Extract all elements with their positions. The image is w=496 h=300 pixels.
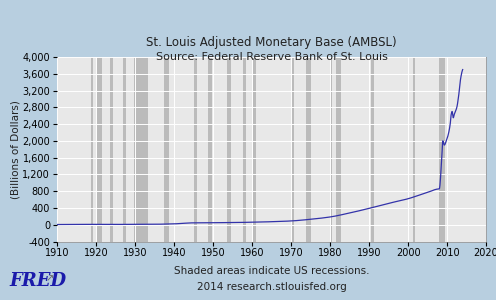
Bar <box>244 57 246 242</box>
Bar <box>372 57 374 242</box>
Text: St. Louis Adjusted Monetary Base (AMBSL): St. Louis Adjusted Monetary Base (AMBSL) <box>146 36 397 49</box>
Bar <box>193 57 197 242</box>
Bar <box>96 57 102 242</box>
Bar <box>134 57 147 242</box>
Bar <box>291 57 294 242</box>
Text: Source: Federal Reserve Bank of St. Louis: Source: Federal Reserve Bank of St. Loui… <box>156 52 388 62</box>
Text: 2014 research.stlouisfed.org: 2014 research.stlouisfed.org <box>197 282 347 292</box>
Text: FRED: FRED <box>9 272 66 290</box>
Y-axis label: (Billions of Dollars): (Billions of Dollars) <box>11 100 21 199</box>
Bar <box>164 57 169 242</box>
Bar <box>208 57 212 242</box>
Bar <box>123 57 126 242</box>
Text: ↗: ↗ <box>46 274 54 284</box>
Bar <box>413 57 416 242</box>
Bar <box>110 57 113 242</box>
Bar <box>306 57 311 242</box>
Bar <box>336 57 341 242</box>
Bar <box>227 57 231 242</box>
Bar <box>330 57 332 242</box>
Bar <box>253 57 256 242</box>
Bar <box>439 57 445 242</box>
Bar <box>91 57 93 242</box>
Text: Shaded areas indicate US recessions.: Shaded areas indicate US recessions. <box>174 266 370 275</box>
